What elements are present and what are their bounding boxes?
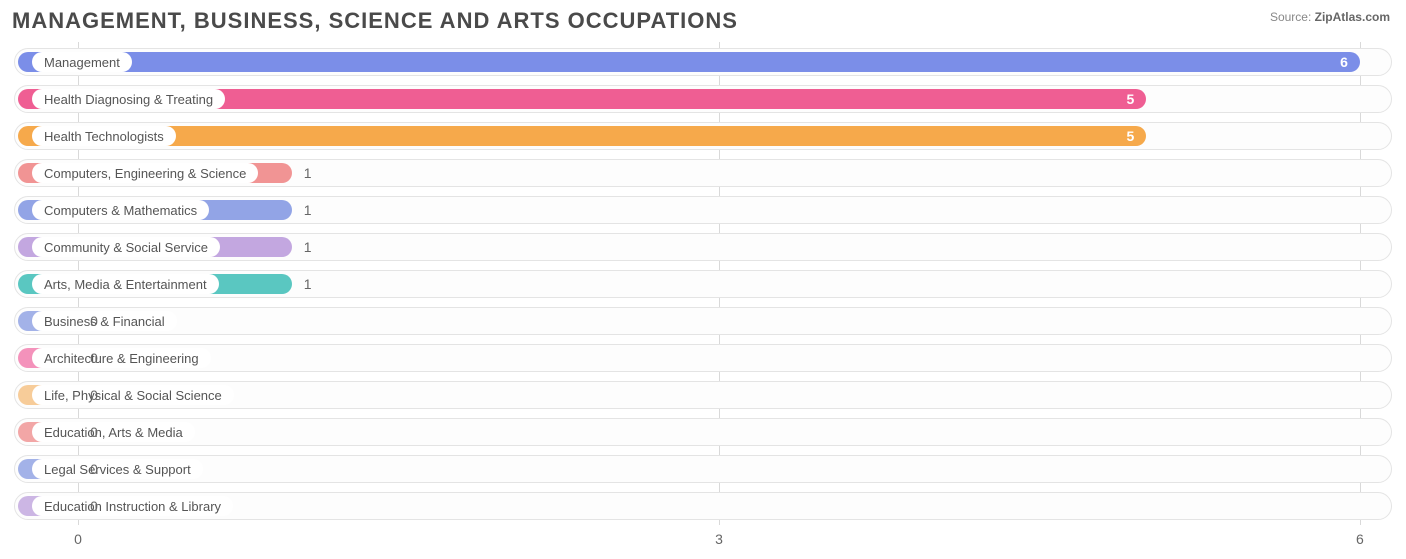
bar-row: Computers & Mathematics 1 <box>14 196 1392 224</box>
source-attribution: Source: ZipAtlas.com <box>1270 10 1390 24</box>
bar-row: Life, Physical & Social Science0 <box>14 381 1392 409</box>
value-label: 5 <box>1117 85 1145 113</box>
category-pill: Health Technologists <box>32 126 176 146</box>
bar-track <box>14 307 1392 335</box>
bar-row: Education Instruction & Library0 <box>14 492 1392 520</box>
bar-track <box>14 455 1392 483</box>
category-pill: Legal Services & Support <box>32 459 203 479</box>
chart-title: MANAGEMENT, BUSINESS, SCIENCE AND ARTS O… <box>0 0 1406 38</box>
value-label: 0 <box>80 307 108 335</box>
bar-row: Computers, Engineering & Science 1 <box>14 159 1392 187</box>
category-pill: Computers, Engineering & Science <box>32 163 258 183</box>
bar-row: Business & Financial0 <box>14 307 1392 335</box>
bar-track <box>14 344 1392 372</box>
category-pill: Computers & Mathematics <box>32 200 209 220</box>
value-label: 1 <box>294 233 322 261</box>
x-tick-label: 3 <box>715 531 723 547</box>
value-label: 0 <box>80 418 108 446</box>
category-pill: Life, Physical & Social Science <box>32 385 234 405</box>
source-label: Source: <box>1270 10 1315 24</box>
value-label: 0 <box>80 492 108 520</box>
bar-row: Architecture & Engineering0 <box>14 344 1392 372</box>
chart-area: Management 6 Health Diagnosing & Treating 5… <box>14 42 1392 547</box>
value-label: 1 <box>294 270 322 298</box>
bar <box>18 126 1146 146</box>
bar-row: Education, Arts & Media0 <box>14 418 1392 446</box>
bar-row: Community & Social Service 1 <box>14 233 1392 261</box>
category-pill: Education Instruction & Library <box>32 496 233 516</box>
category-pill: Arts, Media & Entertainment <box>32 274 219 294</box>
value-label: 6 <box>1330 48 1358 76</box>
value-label: 0 <box>80 455 108 483</box>
plot-region: Management 6 Health Diagnosing & Treating 5… <box>14 42 1392 525</box>
category-pill: Health Diagnosing & Treating <box>32 89 225 109</box>
value-label: 5 <box>1117 122 1145 150</box>
bar-row: Legal Services & Support0 <box>14 455 1392 483</box>
category-pill: Community & Social Service <box>32 237 220 257</box>
x-tick-label: 6 <box>1356 531 1364 547</box>
value-label: 0 <box>80 344 108 372</box>
bar-row: Arts, Media & Entertainment 1 <box>14 270 1392 298</box>
category-pill: Education, Arts & Media <box>32 422 195 442</box>
category-pill: Architecture & Engineering <box>32 348 211 368</box>
bar-track <box>14 418 1392 446</box>
bar-row: Health Technologists 5 <box>14 122 1392 150</box>
bar-row: Management 6 <box>14 48 1392 76</box>
category-pill: Management <box>32 52 132 72</box>
bar-row: Health Diagnosing & Treating 5 <box>14 85 1392 113</box>
value-label: 1 <box>294 196 322 224</box>
x-tick-label: 0 <box>74 531 82 547</box>
value-label: 1 <box>294 159 322 187</box>
source-site: ZipAtlas.com <box>1315 10 1390 24</box>
bar <box>18 52 1360 72</box>
value-label: 0 <box>80 381 108 409</box>
